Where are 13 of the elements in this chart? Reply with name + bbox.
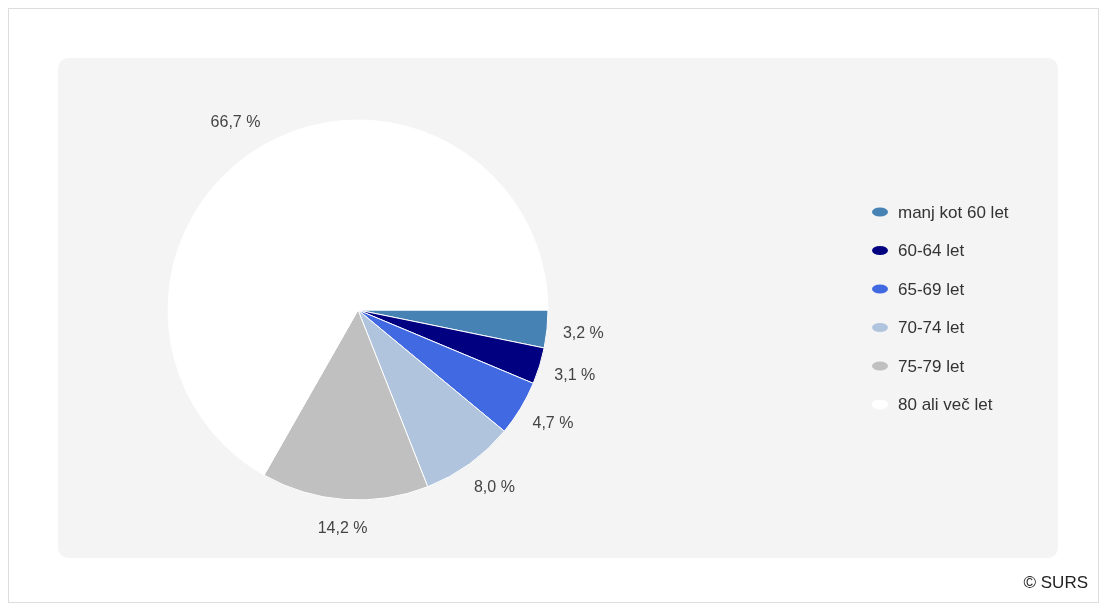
legend-label: manj kot 60 let — [898, 202, 1009, 222]
data-label: 14,2 % — [317, 519, 368, 537]
legend-label: 60-64 let — [898, 241, 965, 261]
data-label: 4,7 % — [532, 414, 574, 432]
data-label: 3,2 % — [562, 323, 604, 341]
text: © SURS — [1023, 573, 1088, 592]
data-label: 3,1 % — [554, 365, 596, 383]
legend-label: 80 ali več let — [898, 395, 993, 415]
legend-label: 70-74 let — [898, 318, 965, 338]
legend-label: 75-79 let — [898, 356, 965, 376]
legend-label: 65-69 let — [898, 279, 965, 299]
data-label: 66,7 % — [210, 113, 261, 131]
data-label: 8,0 % — [473, 478, 515, 496]
